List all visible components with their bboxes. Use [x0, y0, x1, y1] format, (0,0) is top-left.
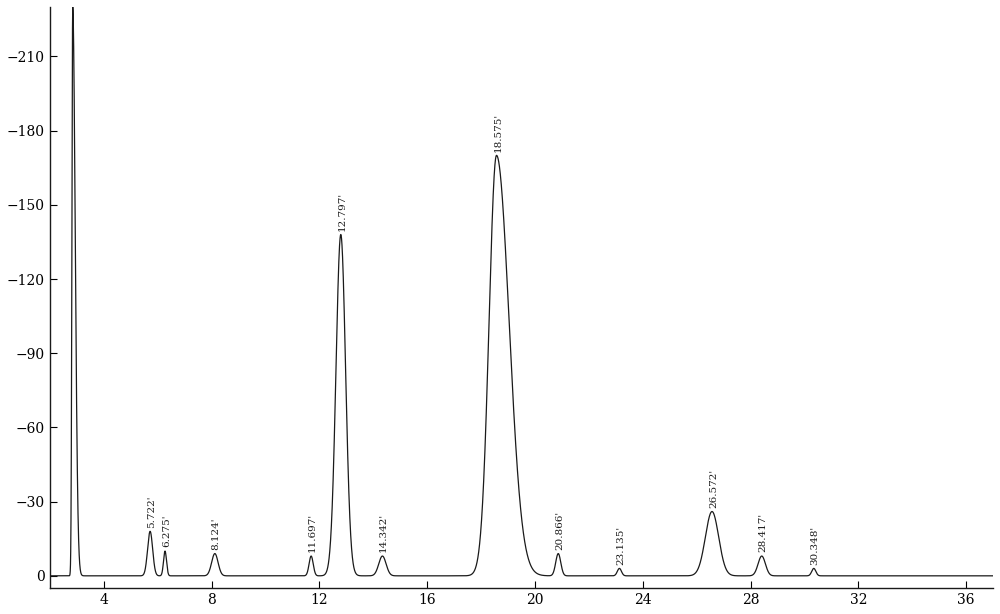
Text: 6.275': 6.275': [162, 515, 171, 548]
Text: 28.417': 28.417': [759, 513, 768, 553]
Text: 18.575': 18.575': [493, 112, 502, 152]
Text: 20.866': 20.866': [555, 511, 564, 550]
Text: 8.124': 8.124': [212, 518, 221, 550]
Text: 14.342': 14.342': [379, 513, 388, 553]
Text: 30.348': 30.348': [811, 526, 820, 565]
Text: 23.135': 23.135': [616, 526, 625, 565]
Text: 5.722': 5.722': [147, 495, 156, 527]
Text: 11.697': 11.697': [308, 513, 317, 553]
Text: 26.572': 26.572': [709, 468, 718, 508]
Text: 12.797': 12.797': [338, 192, 347, 231]
